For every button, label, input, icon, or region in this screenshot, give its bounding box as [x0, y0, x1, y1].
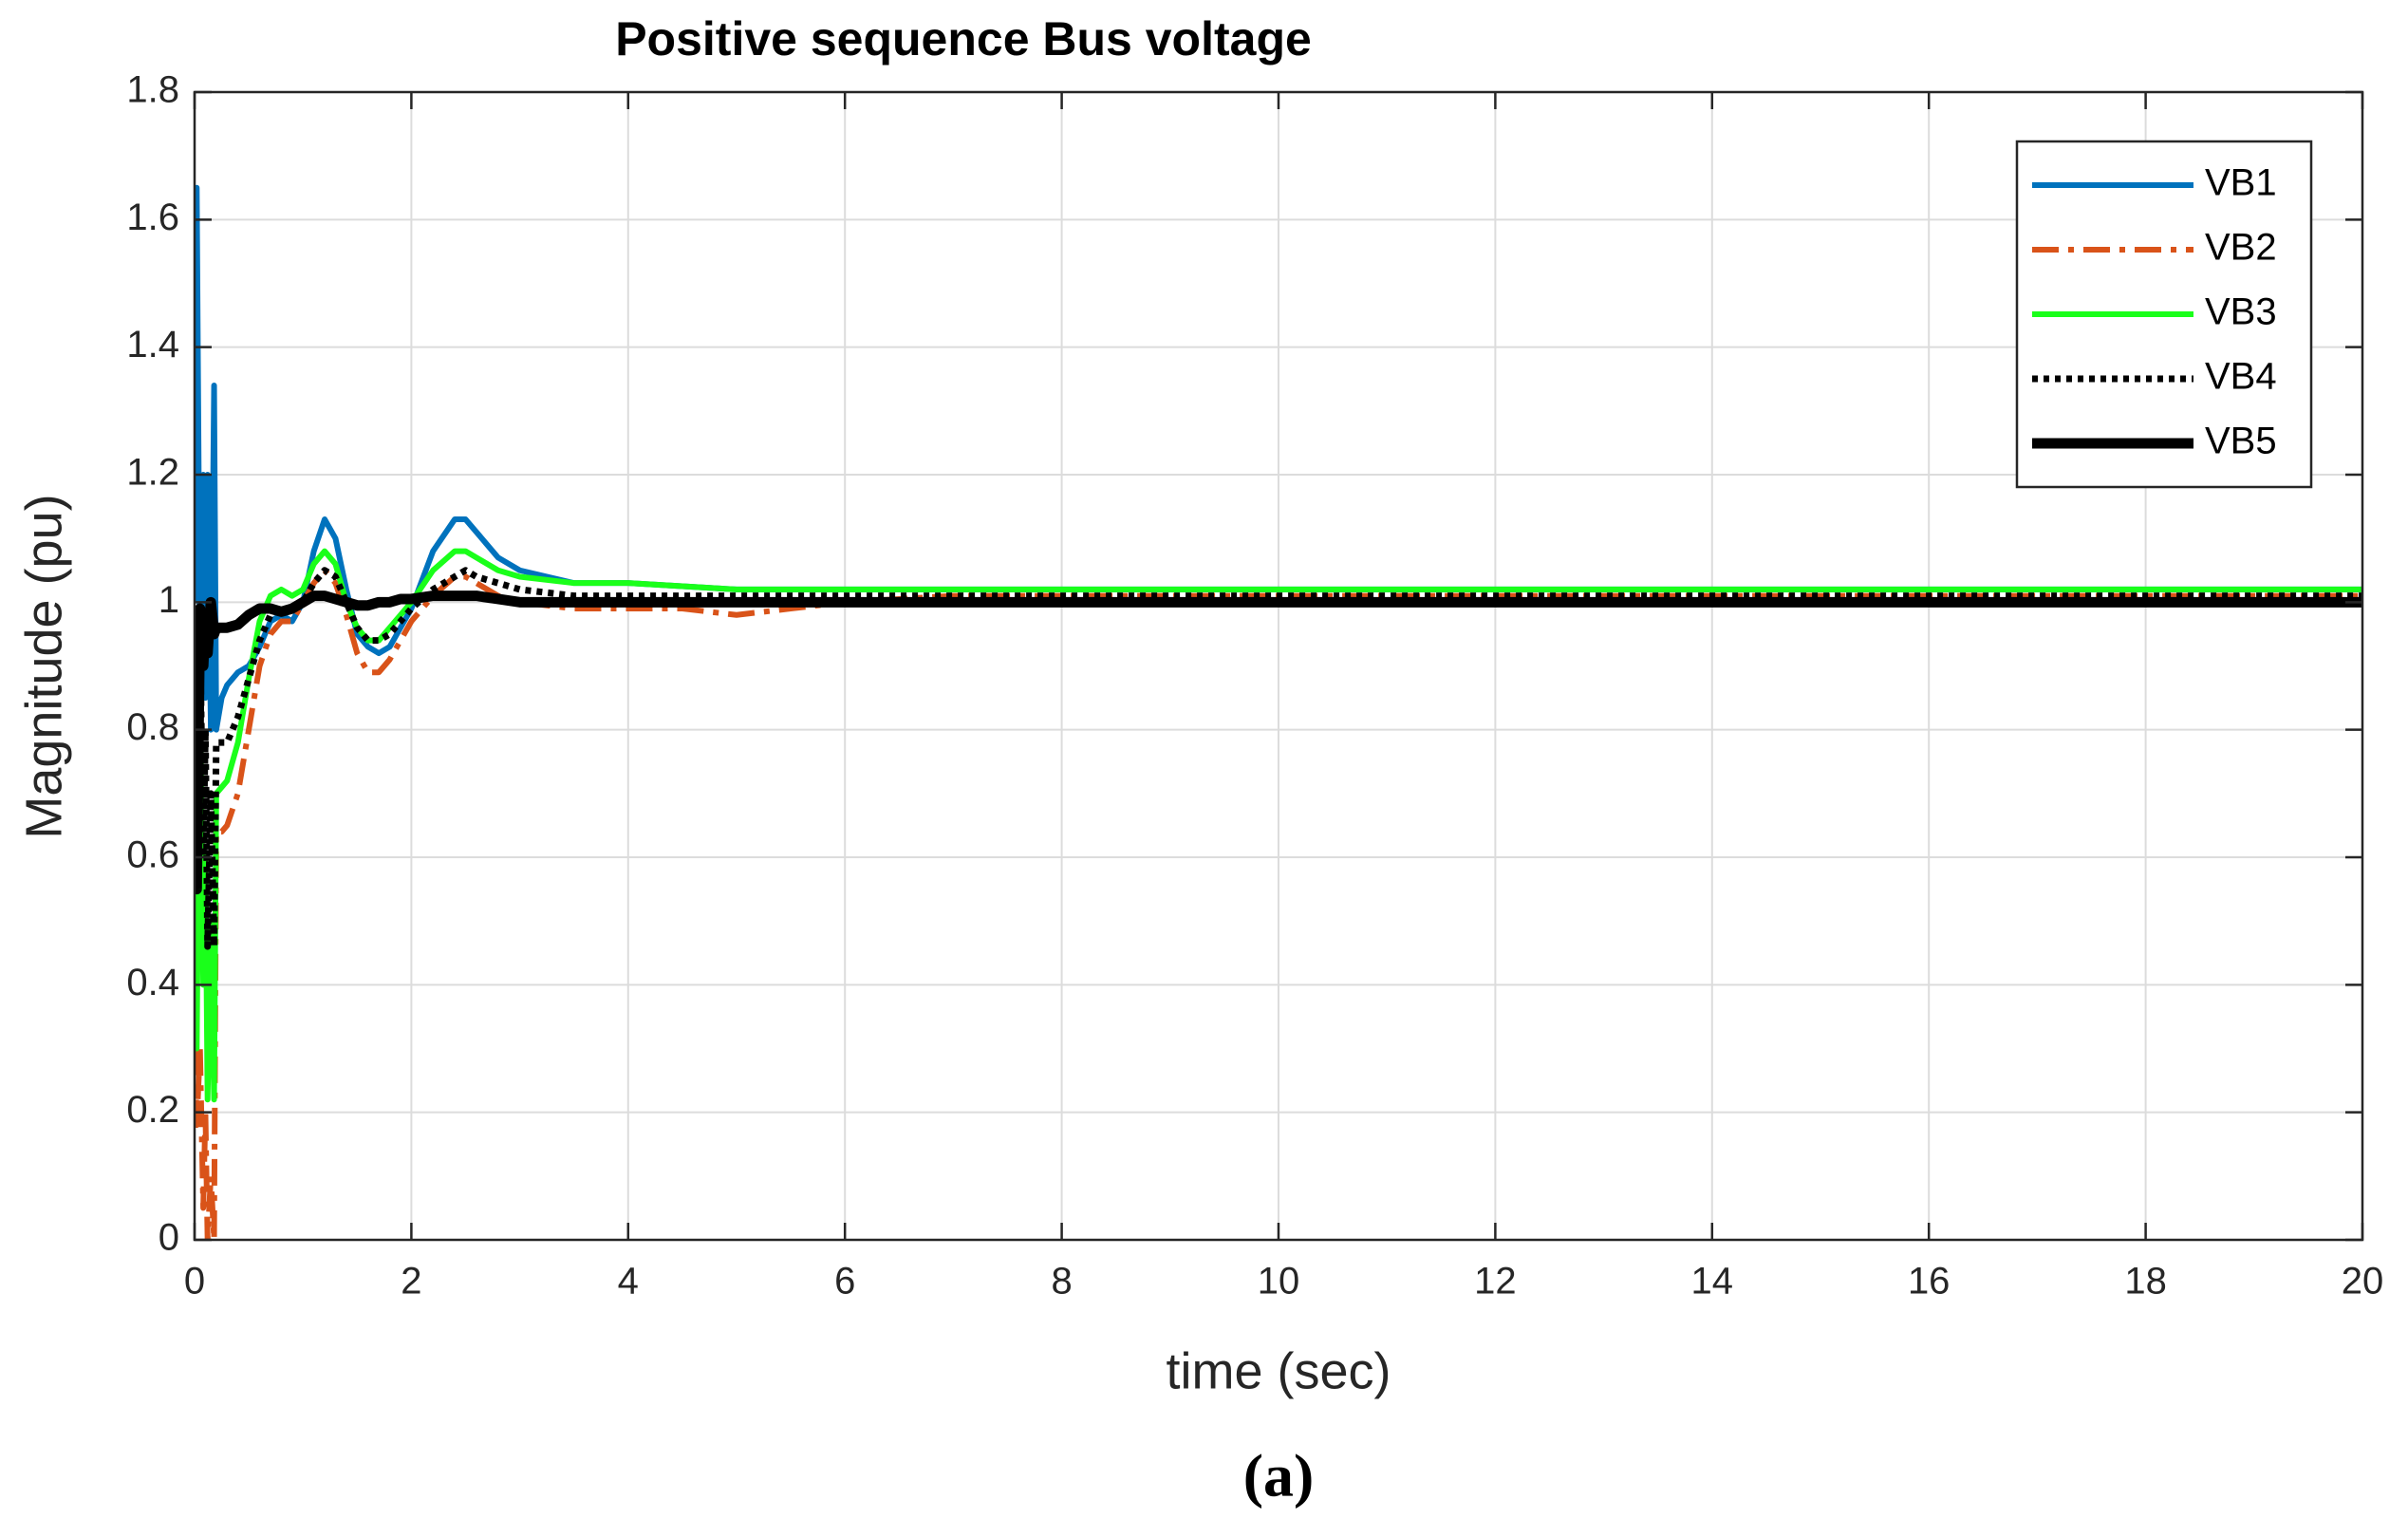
x-tick-label: 8 [1051, 1261, 1072, 1303]
legend-label: VB3 [2205, 291, 2277, 333]
x-tick-label: 12 [1474, 1261, 1517, 1303]
chart-title: Positive sequence Bus voltage [615, 12, 1312, 66]
y-tick-label: 1.6 [126, 197, 179, 238]
ticks: 0 2 4 6 8 10 12 14 16 18 20 0 0.2 0.4 0.6 0.8 1 1.2 1.4 1.6… [126, 69, 2383, 1303]
legend-label: VB2 [2205, 227, 2277, 269]
series-line [195, 590, 2362, 895]
legend: VB1 VB2 VB3 VB4 VB5 [2015, 140, 2313, 489]
x-tick-label: 16 [1908, 1261, 1951, 1303]
y-tick-label: 1.8 [126, 69, 179, 111]
legend-label: VB5 [2205, 421, 2277, 462]
series-line [195, 567, 2362, 950]
legend-label: VB4 [2205, 356, 2277, 398]
y-axis-label: Magnitude (pu) [15, 494, 72, 838]
x-tick-label: 14 [1691, 1261, 1734, 1303]
y-tick-label: 1 [159, 579, 179, 621]
y-tick-label: 0.6 [126, 834, 179, 876]
y-tick-label: 1.2 [126, 452, 179, 494]
caption: (a) [1243, 1442, 1315, 1509]
x-axis-label: time (sec) [1166, 1342, 1391, 1399]
x-tick-label: 6 [834, 1261, 855, 1303]
y-tick-label: 0.4 [126, 962, 179, 1003]
lines [195, 184, 2362, 1240]
x-tick-label: 18 [2124, 1261, 2167, 1303]
y-tick-label: 0.2 [126, 1089, 179, 1131]
legend-label: VB1 [2205, 162, 2277, 204]
y-tick-label: 1.4 [126, 324, 179, 366]
x-tick-label: 4 [618, 1261, 639, 1303]
x-tick-label: 10 [1258, 1261, 1300, 1303]
x-tick-label: 2 [401, 1261, 421, 1303]
y-tick-label: 0 [159, 1217, 179, 1259]
x-tick-label: 20 [2342, 1261, 2384, 1303]
series-line [195, 567, 2362, 1240]
x-tick-label: 0 [184, 1261, 205, 1303]
y-tick-label: 0.8 [126, 706, 179, 748]
